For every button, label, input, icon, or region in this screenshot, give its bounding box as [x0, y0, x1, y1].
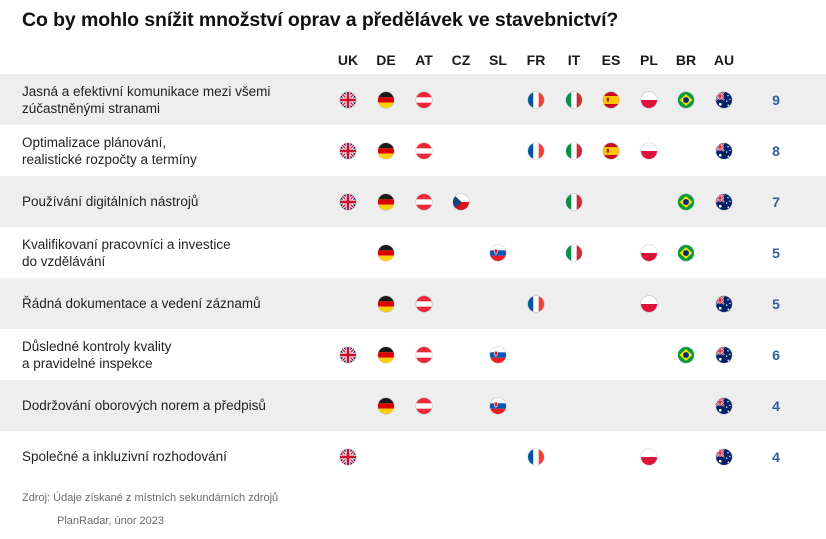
- australia-flag-icon: [716, 448, 732, 465]
- italy-flag-icon: [566, 142, 582, 159]
- spain-flag-icon: [603, 91, 619, 108]
- france-flag-icon: [528, 295, 544, 312]
- austria-flag-icon: [416, 397, 432, 414]
- germany-flag-icon: [378, 295, 394, 312]
- country-header-au: AU: [713, 52, 735, 68]
- country-header-row: UK DE AT CZ SL FR IT ES PL BR AU: [0, 52, 826, 70]
- table-row: Společné a inkluzivní rozhodování 4: [0, 431, 826, 482]
- country-header-fr: FR: [526, 52, 546, 68]
- austria-flag-icon: [416, 91, 432, 108]
- brazil-flag-icon: [678, 91, 694, 108]
- country-count: 9: [772, 91, 780, 108]
- source-note: Zdroj: Údaje získané z místních sekundár…: [22, 492, 279, 504]
- austria-flag-icon: [416, 295, 432, 312]
- country-header-br: BR: [675, 52, 697, 68]
- australia-flag-icon: [716, 397, 732, 414]
- measure-label: Dodržování oborových norem a předpisů: [22, 398, 266, 413]
- uk-flag-icon: [340, 448, 356, 465]
- measure-label: Společné a inkluzivní rozhodování: [22, 449, 227, 464]
- brazil-flag-icon: [678, 244, 694, 261]
- brazil-flag-icon: [678, 193, 694, 210]
- table-row: Používání digitálních nástrojů 7: [0, 176, 826, 227]
- australia-flag-icon: [716, 91, 732, 108]
- spain-flag-icon: [603, 142, 619, 159]
- slovenia-flag-icon: [490, 244, 506, 261]
- table-row: Dodržování oborových norem a předpisů 4: [0, 380, 826, 431]
- country-count: 4: [772, 397, 780, 414]
- czechia-flag-icon: [453, 193, 469, 210]
- austria-flag-icon: [416, 142, 432, 159]
- table-row: Řádná dokumentace a vedení záznamů 5: [0, 278, 826, 329]
- italy-flag-icon: [566, 244, 582, 261]
- uk-flag-icon: [340, 346, 356, 363]
- country-count: 7: [772, 193, 780, 210]
- country-header-de: DE: [376, 52, 396, 68]
- slovenia-flag-icon: [490, 397, 506, 414]
- poland-flag-icon: [641, 244, 657, 261]
- poland-flag-icon: [641, 91, 657, 108]
- country-header-sl: SL: [489, 52, 507, 68]
- italy-flag-icon: [566, 91, 582, 108]
- uk-flag-icon: [340, 91, 356, 108]
- table-row: Důsledné kontroly kvality a pravidelné i…: [0, 329, 826, 380]
- austria-flag-icon: [416, 346, 432, 363]
- measure-label: Řádná dokumentace a vedení záznamů: [22, 296, 261, 311]
- france-flag-icon: [528, 448, 544, 465]
- uk-flag-icon: [340, 193, 356, 210]
- country-header-uk: UK: [337, 52, 359, 68]
- measure-label: Optimalizace plánování, realistické rozp…: [22, 134, 197, 167]
- brazil-flag-icon: [678, 346, 694, 363]
- credit-note: PlanRadar, únor 2023: [57, 515, 165, 527]
- australia-flag-icon: [716, 142, 732, 159]
- poland-flag-icon: [641, 448, 657, 465]
- country-count: 6: [772, 346, 780, 363]
- slovenia-flag-icon: [490, 346, 506, 363]
- country-count: 8: [772, 142, 780, 159]
- measure-label: Jasná a efektivní komunikace mezi všemi …: [22, 83, 271, 116]
- austria-flag-icon: [416, 193, 432, 210]
- measures-table: Jasná a efektivní komunikace mezi všemi …: [0, 74, 826, 482]
- france-flag-icon: [528, 142, 544, 159]
- country-header-es: ES: [601, 52, 621, 68]
- country-count: 5: [772, 295, 780, 312]
- poland-flag-icon: [641, 142, 657, 159]
- australia-flag-icon: [716, 346, 732, 363]
- country-header-pl: PL: [640, 52, 658, 68]
- country-header-cz: CZ: [451, 52, 471, 68]
- australia-flag-icon: [716, 193, 732, 210]
- germany-flag-icon: [378, 346, 394, 363]
- country-count: 4: [772, 448, 780, 465]
- table-row: Optimalizace plánování, realistické rozp…: [0, 125, 826, 176]
- france-flag-icon: [528, 91, 544, 108]
- germany-flag-icon: [378, 244, 394, 261]
- measure-label: Používání digitálních nástrojů: [22, 194, 199, 209]
- measure-label: Důsledné kontroly kvality a pravidelné i…: [22, 338, 172, 371]
- poland-flag-icon: [641, 295, 657, 312]
- table-row: Jasná a efektivní komunikace mezi všemi …: [0, 74, 826, 125]
- table-row: Kvalifikovaní pracovníci a investice do …: [0, 227, 826, 278]
- australia-flag-icon: [716, 295, 732, 312]
- uk-flag-icon: [340, 142, 356, 159]
- germany-flag-icon: [378, 142, 394, 159]
- country-count: 5: [772, 244, 780, 261]
- page-title: Co by mohlo snížit množství oprav a před…: [22, 9, 619, 31]
- germany-flag-icon: [378, 193, 394, 210]
- country-header-at: AT: [415, 52, 433, 68]
- italy-flag-icon: [566, 193, 582, 210]
- germany-flag-icon: [378, 397, 394, 414]
- measure-label: Kvalifikovaní pracovníci a investice do …: [22, 236, 231, 269]
- country-header-it: IT: [567, 52, 581, 68]
- germany-flag-icon: [378, 91, 394, 108]
